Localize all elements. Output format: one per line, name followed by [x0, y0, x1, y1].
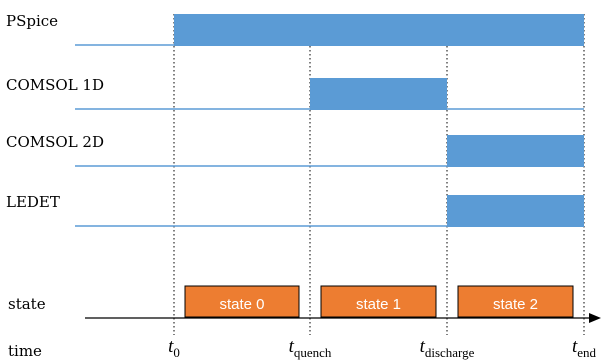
time-label-tend: tend: [572, 336, 597, 360]
time-label-sub: end: [577, 345, 596, 360]
state-box-label-2: state 2: [493, 296, 538, 313]
row-label-comsol-2d: COMSOL 2D: [6, 133, 104, 151]
time-label-main: t: [572, 336, 578, 357]
row-label-pspice: PSpice: [6, 12, 58, 30]
time-label-sub: discharge: [425, 345, 475, 360]
time-label-t0: t0: [168, 336, 180, 360]
state-box-label-0: state 0: [219, 296, 264, 313]
state-box-0: [184, 285, 300, 318]
row-label-ledet: LEDET: [6, 193, 60, 211]
row-bar-comsol-2d: [447, 135, 584, 167]
tool-rows: PSpice COMSOL 1D COMSOL 2D LEDET: [6, 12, 584, 227]
state-box-1: [320, 285, 437, 318]
time-label-main: t: [289, 336, 295, 357]
row-bar-comsol-1d: [310, 78, 447, 110]
state-box-2: [457, 285, 574, 318]
state-row: state state 0 state 1 state 2: [8, 285, 574, 318]
state-box-label-1: state 1: [356, 296, 401, 313]
time-axis: time t0 tquench tdischarge tend: [8, 313, 601, 360]
row-bar-ledet: [447, 195, 584, 227]
time-label-tdischarge: tdischarge: [420, 336, 475, 360]
state-row-label: state: [8, 295, 46, 313]
row-label-comsol-1d: COMSOL 1D: [6, 76, 104, 94]
time-label-sub: quench: [294, 345, 332, 360]
time-label-main: t: [420, 336, 426, 357]
time-row-label: time: [8, 342, 42, 360]
time-axis-arrowhead: [589, 313, 601, 323]
time-label-main: t: [168, 336, 174, 357]
time-label-sub: 0: [173, 345, 180, 360]
time-marker-lines: [173, 14, 585, 335]
row-bar-pspice: [174, 14, 584, 46]
time-label-tquench: tquench: [289, 336, 332, 360]
